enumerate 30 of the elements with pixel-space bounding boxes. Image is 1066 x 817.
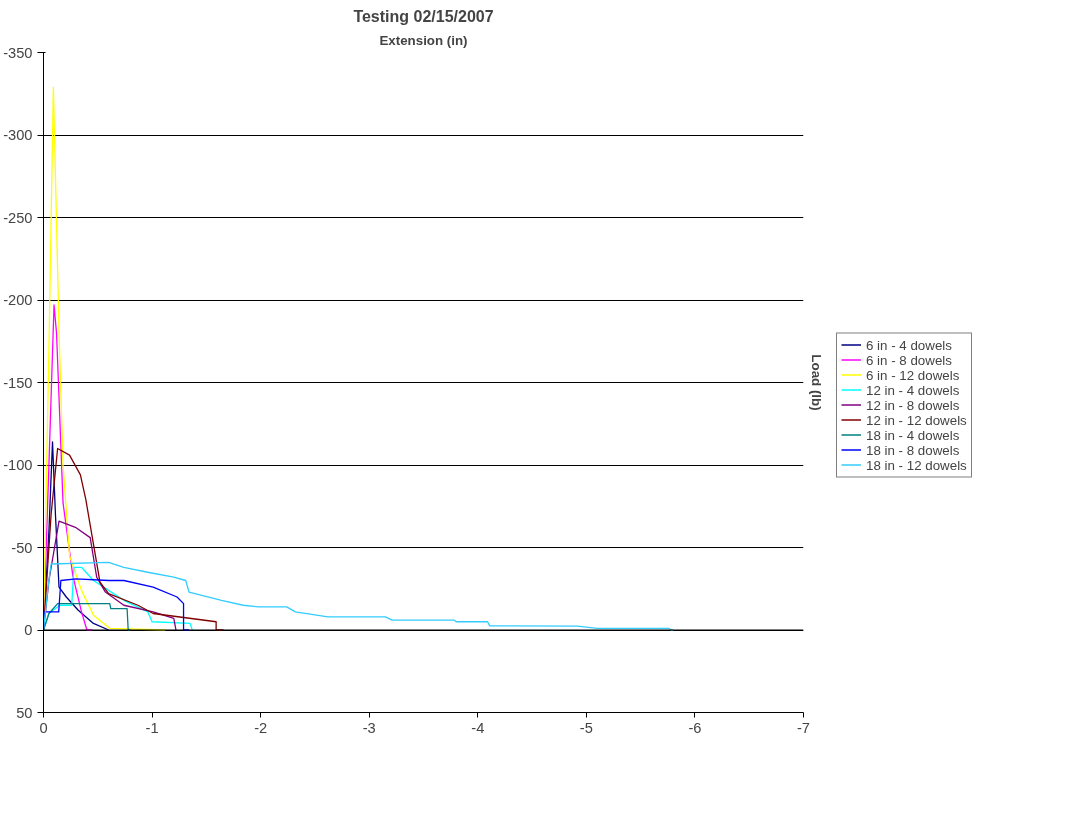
x-tick-label: -1 [145, 719, 159, 736]
legend-label: 18 in - 4 dowels [866, 427, 960, 442]
x-tick-label: -3 [362, 719, 376, 736]
x-tick-label: -5 [579, 719, 593, 736]
y-tick-label: 50 [16, 704, 33, 721]
y-axis-title: Load (lb) [808, 354, 824, 411]
chart-title: Testing 02/15/2007 [353, 7, 494, 25]
line-series [43, 602, 132, 631]
legend-label: 12 in - 12 dowels [866, 412, 967, 427]
x-tick-label: 0 [39, 719, 48, 736]
legend-label: 18 in - 12 dowels [866, 457, 967, 472]
legend-label: 12 in - 8 dowels [866, 397, 960, 412]
x-axis-title: Extension (in) [379, 32, 468, 48]
x-tick-label: -4 [471, 719, 485, 736]
y-tick-label: -150 [3, 374, 33, 391]
legend-label: 6 in - 8 dowels [866, 352, 952, 367]
y-tick-label: -300 [3, 127, 33, 143]
legend-label: 12 in - 4 dowels [866, 382, 960, 397]
legend-label: 6 in - 4 dowels [866, 337, 952, 352]
x-tick-label: -6 [688, 719, 702, 736]
x-tick-label: -7 [796, 719, 811, 736]
legend-label: 18 in - 8 dowels [866, 442, 960, 457]
y-tick-label: -50 [11, 539, 33, 556]
legend-label: 6 in - 12 dowels [866, 367, 960, 382]
y-tick-label: -250 [3, 209, 33, 226]
y-tick-label: -100 [3, 457, 33, 473]
y-tick-label: 0 [24, 622, 33, 638]
y-tick-label: -200 [3, 292, 33, 308]
y-tick-label: -350 [3, 44, 33, 61]
x-tick-label: -2 [254, 719, 268, 736]
